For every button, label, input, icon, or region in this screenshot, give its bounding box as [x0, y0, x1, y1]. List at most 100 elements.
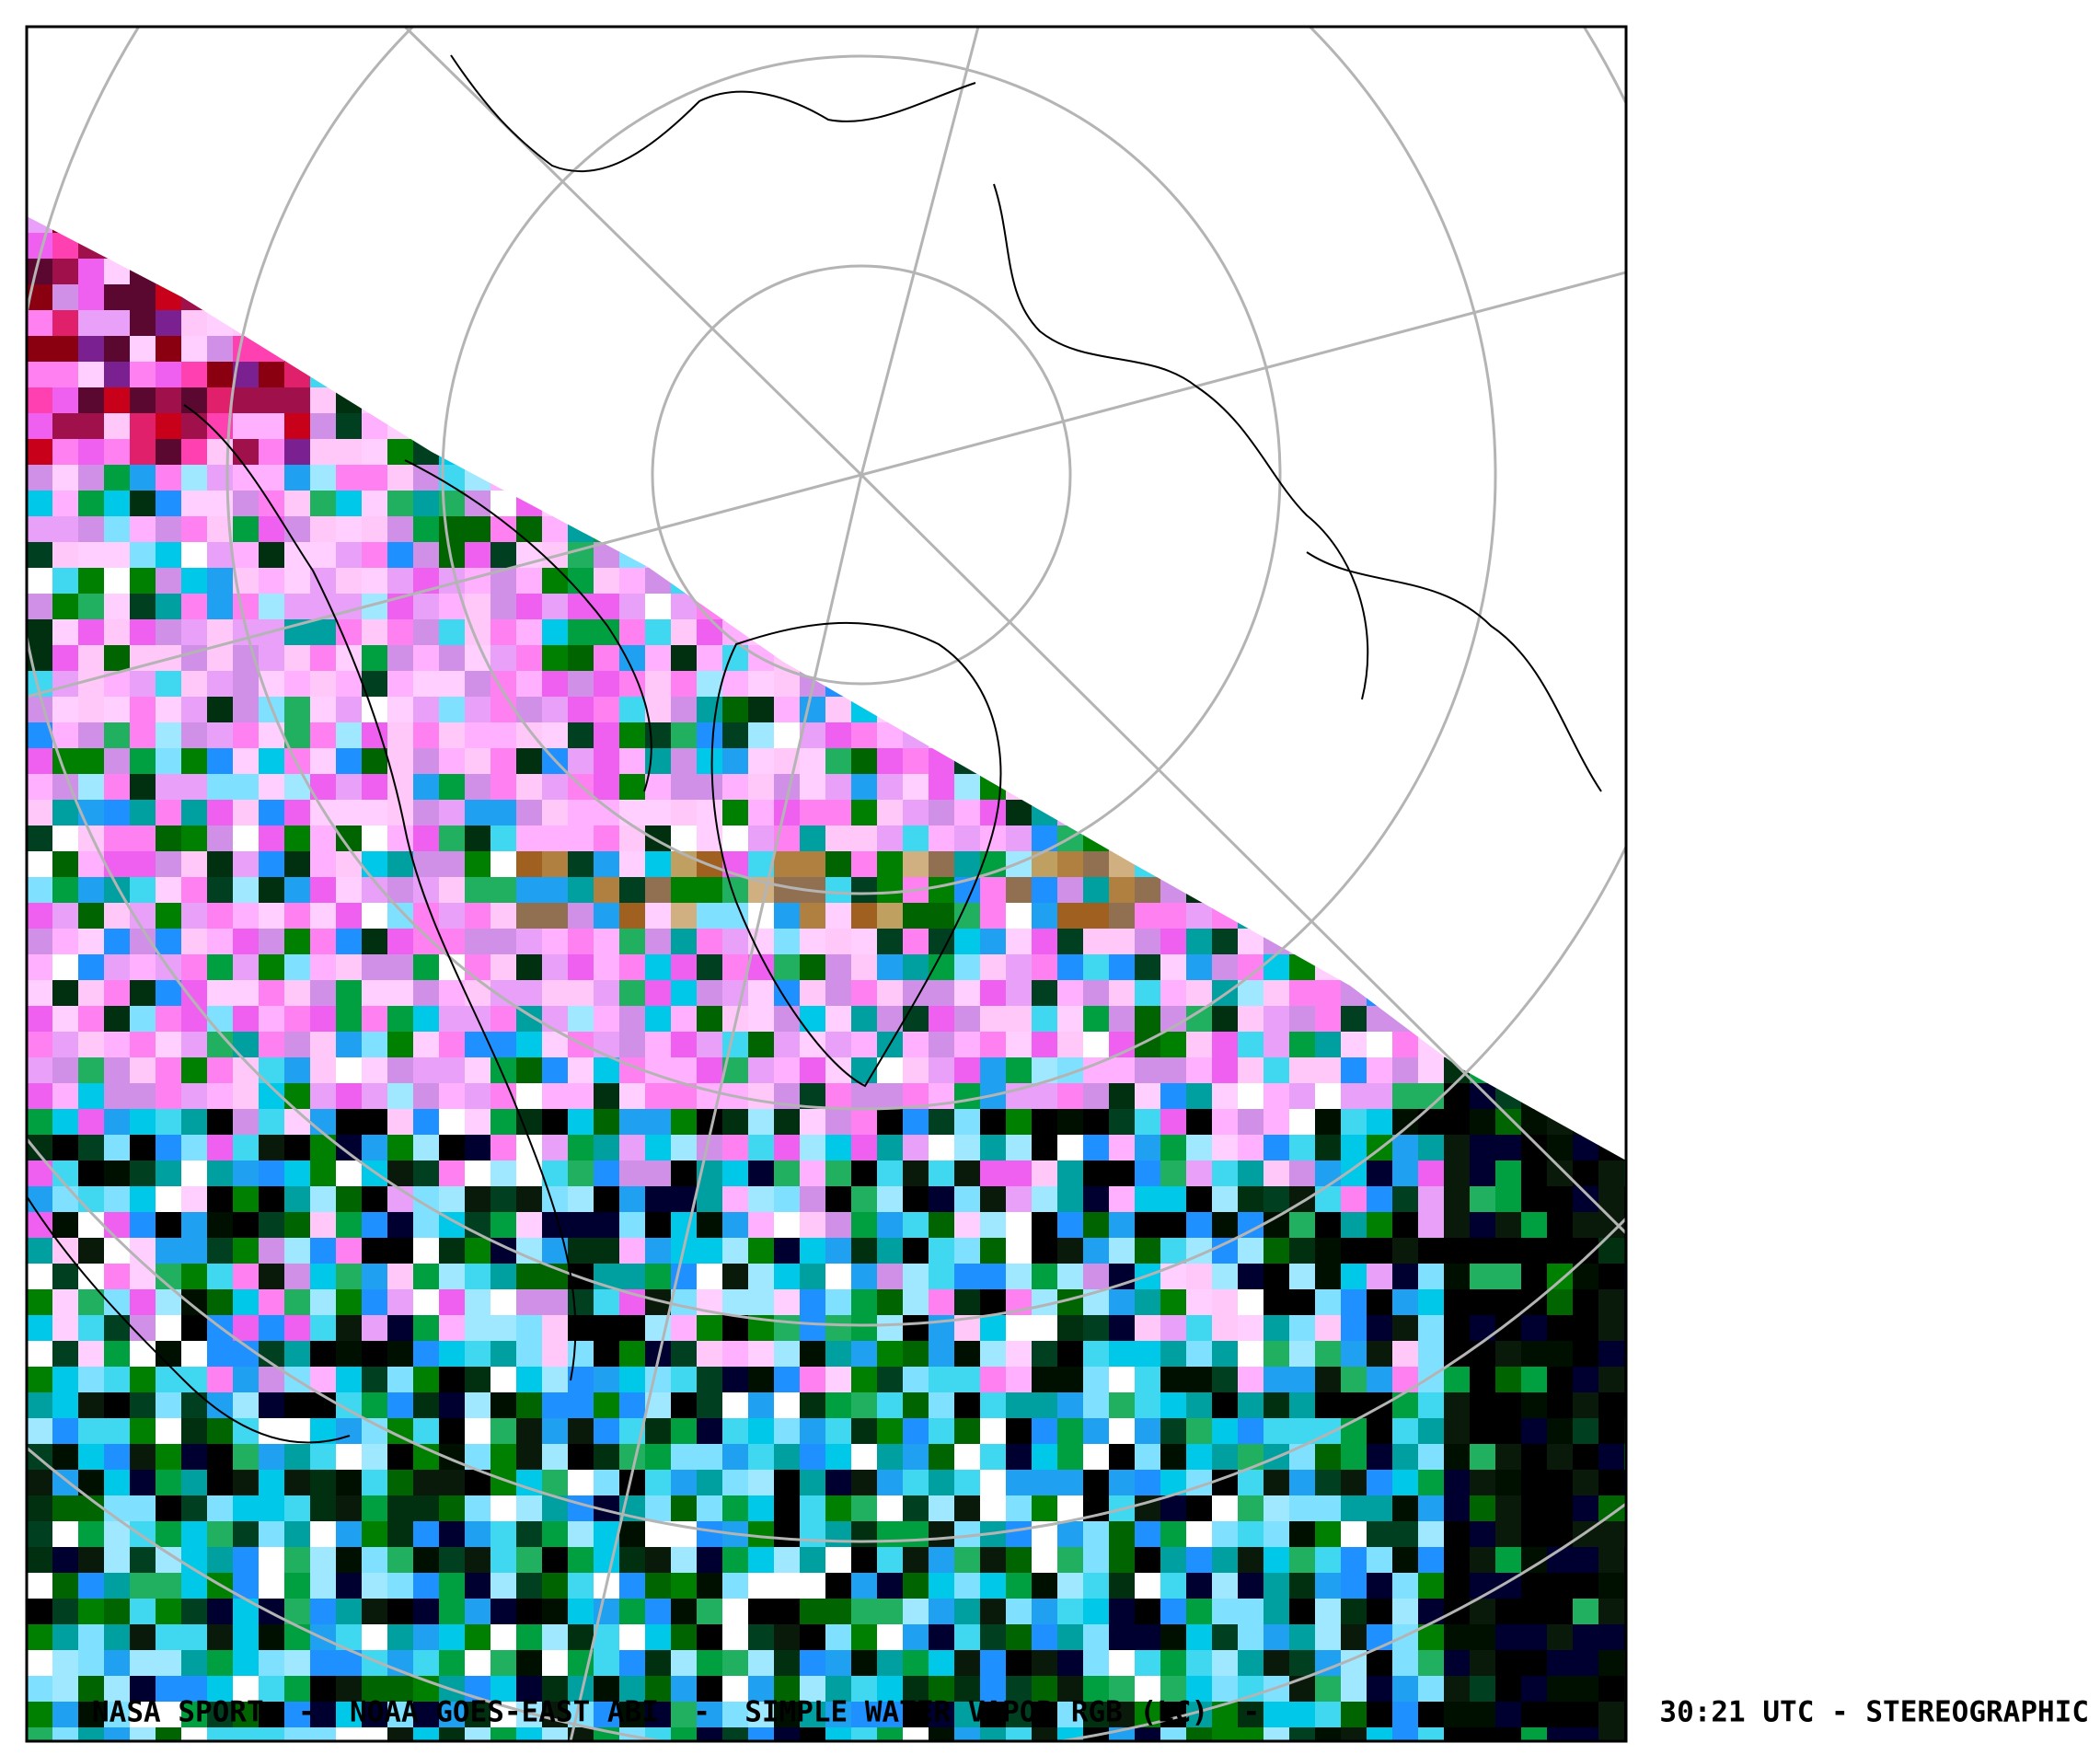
image-pixel: [130, 1470, 156, 1496]
image-pixel: [516, 1495, 543, 1522]
image-pixel: [748, 1573, 775, 1599]
image-pixel: [1212, 1186, 1239, 1213]
image-pixel: [52, 826, 79, 852]
image-pixel: [1624, 1470, 1626, 1496]
image-pixel: [1212, 1418, 1239, 1445]
image-pixel: [1057, 1160, 1084, 1187]
image-pixel: [465, 1547, 491, 1574]
image-pixel: [903, 1727, 929, 1741]
image-pixel: [825, 1676, 852, 1703]
image-pixel: [1341, 1057, 1367, 1084]
image-pixel: [1109, 1470, 1136, 1496]
image-pixel: [748, 1444, 775, 1471]
image-pixel: [336, 465, 363, 491]
image-pixel: [284, 877, 311, 904]
image-pixel: [207, 1238, 234, 1264]
image-pixel: [233, 1702, 260, 1728]
image-pixel: [233, 1160, 260, 1187]
image-pixel: [310, 1444, 337, 1471]
image-pixel: [1289, 1573, 1316, 1599]
image-pixel: [851, 1418, 878, 1445]
image-pixel: [645, 774, 672, 801]
image-pixel: [1135, 1315, 1161, 1342]
image-pixel: [1109, 1341, 1136, 1368]
image-pixel: [1392, 1083, 1419, 1110]
image-pixel: [1521, 1341, 1548, 1368]
image-pixel: [645, 1032, 672, 1058]
image-pixel: [929, 1521, 955, 1548]
image-pixel: [310, 1032, 337, 1058]
image-pixel: [490, 851, 517, 878]
image-pixel: [1135, 1599, 1161, 1625]
image-pixel: [645, 903, 672, 929]
image-pixel: [1418, 1186, 1445, 1213]
image-pixel: [774, 1186, 801, 1213]
image-pixel: [980, 980, 1007, 1007]
image-pixel: [877, 1289, 904, 1316]
image-pixel: [284, 439, 311, 466]
image-pixel: [336, 954, 363, 981]
image-pixel: [1598, 1521, 1625, 1548]
image-pixel: [619, 1521, 646, 1548]
image-pixel: [439, 1702, 466, 1728]
image-pixel: [903, 929, 929, 955]
image-pixel: [439, 1315, 466, 1342]
image-pixel: [336, 722, 363, 749]
image-pixel: [439, 1109, 466, 1136]
image-pixel: [774, 1057, 801, 1084]
image-pixel: [1109, 1186, 1136, 1213]
image-pixel: [1315, 980, 1342, 1007]
image-pixel: [362, 1418, 388, 1445]
image-pixel: [156, 929, 182, 955]
meridian: [27, 473, 862, 699]
image-pixel: [1521, 1444, 1548, 1471]
image-pixel: [207, 1392, 234, 1419]
image-pixel: [697, 800, 723, 826]
image-pixel: [929, 774, 955, 801]
image-pixel: [671, 1624, 698, 1651]
image-pixel: [387, 1238, 414, 1264]
image-pixel: [439, 1624, 466, 1651]
image-pixel: [929, 954, 955, 981]
image-pixel: [207, 1341, 234, 1368]
image-pixel: [1624, 1676, 1626, 1703]
image-pixel: [1006, 1624, 1033, 1651]
image-pixel: [903, 1547, 929, 1574]
image-pixel: [52, 1212, 79, 1239]
image-pixel: [1289, 1160, 1316, 1187]
image-pixel: [439, 851, 466, 878]
image-pixel: [851, 748, 878, 775]
image-pixel: [929, 903, 955, 929]
image-pixel: [568, 1547, 594, 1574]
image-pixel: [1057, 1650, 1084, 1677]
image-pixel: [413, 1160, 440, 1187]
image-pixel: [568, 1727, 594, 1741]
image-pixel: [130, 1057, 156, 1084]
image-pixel: [1392, 1676, 1419, 1703]
image-pixel: [130, 1676, 156, 1703]
image-pixel: [1057, 1676, 1084, 1703]
image-pixel: [52, 1444, 79, 1471]
image-pixel: [594, 1444, 620, 1471]
image-pixel: [954, 1624, 981, 1651]
coastline: [993, 183, 1369, 700]
image-pixel: [1263, 1392, 1290, 1419]
image-pixel: [800, 748, 826, 775]
image-pixel: [1238, 1315, 1264, 1342]
image-pixel: [1547, 1470, 1574, 1496]
image-pixel: [1444, 1109, 1471, 1136]
image-pixel: [27, 1109, 53, 1136]
image-pixel: [516, 877, 543, 904]
image-pixel: [336, 491, 363, 517]
image-pixel: [284, 1392, 311, 1419]
image-pixel: [542, 1315, 569, 1342]
image-pixel: [490, 1444, 517, 1471]
image-pixel: [156, 1676, 182, 1703]
image-pixel: [1418, 1676, 1445, 1703]
image-pixel: [671, 903, 698, 929]
image-pixel: [1263, 1186, 1290, 1213]
image-pixel: [362, 748, 388, 775]
image-pixel: [1263, 954, 1290, 981]
image-pixel: [954, 1650, 981, 1677]
